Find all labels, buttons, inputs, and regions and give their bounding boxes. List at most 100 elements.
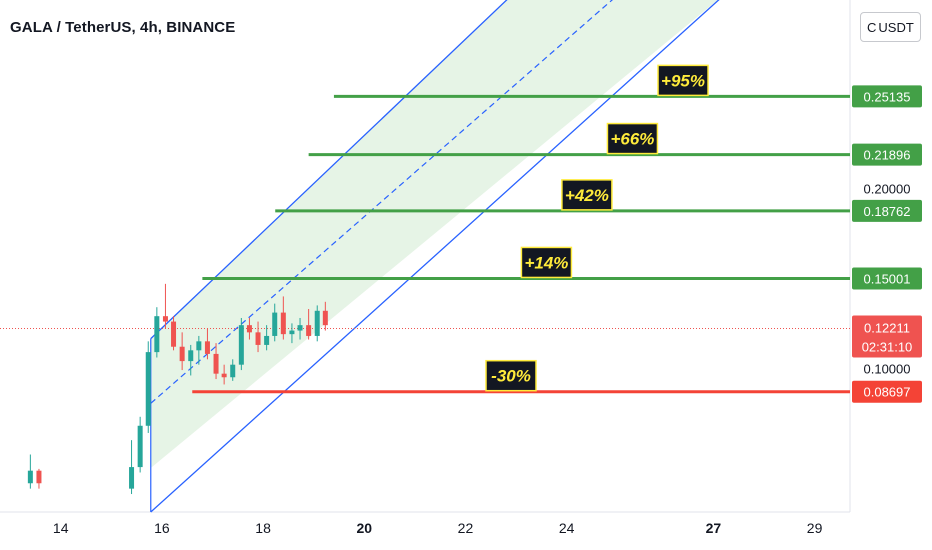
currency-label: USDT [878,20,914,35]
candle[interactable] [246,317,252,340]
price-tag-text: 0.08697 [864,385,911,400]
price-tick-label: 0.20000 [864,182,911,197]
candle[interactable] [297,317,303,340]
candle[interactable] [137,416,143,473]
parallel-channel[interactable] [150,0,729,513]
candle-body [145,352,151,426]
candle-body [162,316,168,322]
price-tag-text: 0.18762 [864,204,911,219]
current-price-tag-bg [852,315,922,358]
candle-body [213,353,219,374]
candle-body [272,312,278,336]
candle[interactable] [179,332,185,371]
candle[interactable] [221,364,227,385]
candle-body [204,341,210,354]
candle[interactable] [171,316,177,351]
percent-label-text: -30% [491,367,531,386]
candle-body [238,325,244,365]
candle[interactable] [289,323,295,344]
symbol-title: GALA / TetherUS, 4h, BINANCE [10,19,236,36]
percent-label-box [485,359,537,392]
candle-body [314,310,320,336]
price-tag-target[interactable]: 0.15001 [852,267,922,290]
percent-labels[interactable]: +95% +66% +42% +14% -30% [485,64,709,392]
candle[interactable] [27,454,33,489]
price-tag-bg [852,380,922,403]
percent-label[interactable]: +66% [606,122,659,155]
candlestick-series[interactable] [27,283,328,495]
price-tag-target[interactable]: 0.25135 [852,85,922,108]
candle[interactable] [36,468,42,489]
price-tag-target[interactable]: 0.18762 [852,199,922,222]
candle-body [36,470,42,484]
channel-upper-line[interactable] [150,0,516,340]
time-tick-label: 16 [154,520,170,536]
percent-label[interactable]: +14% [520,246,573,279]
candle[interactable] [322,301,328,331]
percent-label[interactable]: -30% [485,359,537,392]
percent-label-text: +42% [565,186,609,205]
candle[interactable] [162,283,168,329]
candle[interactable] [188,344,194,376]
candle[interactable] [280,296,286,340]
candle-body [322,310,328,326]
price-tag-target[interactable]: 0.21896 [852,143,922,166]
time-tick-label: 22 [458,520,474,536]
percent-label-text: +14% [524,253,568,272]
candle[interactable] [255,321,261,353]
candle[interactable] [230,359,236,381]
countdown-timer: 02:31:10 [862,340,913,355]
percent-label-text: +95% [661,71,705,90]
time-tick-label: 27 [706,520,722,536]
candle[interactable] [306,308,312,340]
current-price-tag[interactable]: 0.12211 02:31:10 [852,315,922,358]
price-tag-text: 0.15001 [864,271,911,286]
channel-lower-line[interactable] [150,0,729,513]
candle[interactable] [272,303,278,342]
percent-label-text: +66% [610,130,654,149]
candle[interactable] [145,341,151,433]
time-tick-label: 24 [559,520,575,536]
price-tag-bg [852,143,922,166]
channel-middle-line[interactable] [150,0,623,404]
price-tag-bg [852,85,922,108]
percent-label[interactable]: +95% [657,64,709,97]
candle-body [179,346,185,362]
candle-body [255,332,261,345]
candle-body [188,350,194,362]
candle-body [264,335,270,345]
candle-body [129,467,135,489]
candle[interactable] [314,305,320,342]
candle-body [27,470,33,484]
candle-body [137,425,143,468]
candle[interactable] [204,328,210,360]
percent-label-box [520,246,573,279]
time-tick-label: 14 [53,520,69,536]
candle-body [280,312,286,335]
price-tag-bg [852,267,922,290]
currency-button[interactable]: C USDT [860,12,921,42]
price-tag-text: 0.25135 [864,89,911,104]
time-axis[interactable]: 14 16 18 20 22 24 27 29 [53,520,823,536]
price-levels[interactable] [192,94,850,394]
candle-body [196,341,202,351]
candle-body [221,373,227,378]
channel-fill [150,0,718,512]
candle[interactable] [238,317,244,371]
candle[interactable] [196,335,202,365]
price-axis[interactable]: 0.25135 0.21896 0.18762 0.15001 0.08697 0.200… [852,85,922,403]
price-tick-label: 0.10000 [864,361,911,376]
candle[interactable] [213,343,219,380]
candle-body [289,330,295,335]
candle-body [297,325,303,331]
percent-label[interactable]: +42% [561,179,613,211]
candle-body [306,325,312,336]
candle[interactable] [264,325,270,351]
price-tag-stop[interactable]: 0.08697 [852,380,922,403]
candle[interactable] [129,440,135,495]
price-tag-text: 0.21896 [864,148,911,163]
candle[interactable] [154,307,160,358]
candle-body [171,321,177,347]
time-tick-label: 20 [356,520,372,536]
